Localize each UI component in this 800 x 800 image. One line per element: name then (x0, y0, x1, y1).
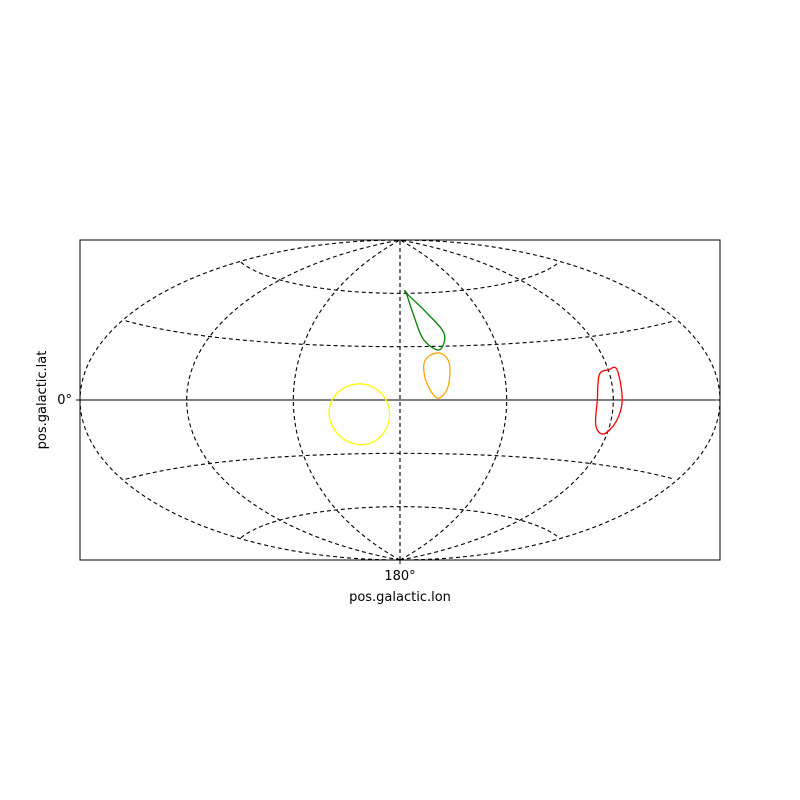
parallel--30 (125, 452, 675, 480)
x-axis-label: pos.galactic.lon (349, 590, 451, 605)
y-tick-label: 0° (57, 393, 72, 408)
region-1 (594, 366, 623, 435)
parallel--60 (240, 506, 560, 539)
y-axis-label: pos.galactic.lat (35, 351, 50, 450)
parallel-30 (125, 320, 675, 348)
region-2 (404, 290, 446, 351)
graticule (79, 239, 721, 561)
parallel-60 (240, 261, 560, 294)
region-3 (423, 352, 451, 399)
region-4 (328, 383, 391, 446)
ticks: 180° 0° (57, 393, 415, 584)
meridian-300 (399, 239, 614, 561)
regions (328, 290, 623, 446)
x-tick-label: 180° (384, 569, 415, 584)
